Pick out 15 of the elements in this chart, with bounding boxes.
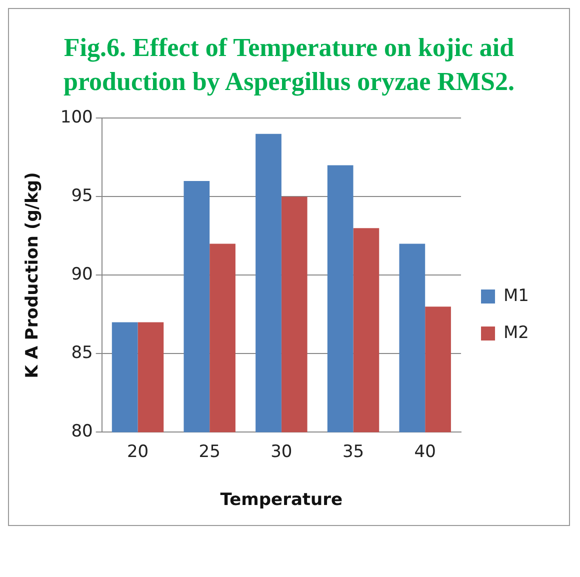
y-tick-label: 80 <box>71 422 93 442</box>
legend-label: M2 <box>504 322 529 343</box>
x-tick-label: 25 <box>198 442 220 462</box>
y-tick-label: 85 <box>71 343 93 364</box>
y-tick-label: 90 <box>71 264 93 285</box>
y-axis-title: K A Production (g/kg) <box>22 172 43 378</box>
y-tick-label: 95 <box>71 186 93 206</box>
x-tick-label: 40 <box>414 442 436 462</box>
x-tick-label: 30 <box>270 442 292 462</box>
y-tick-label: 100 <box>60 108 93 128</box>
legend-label: M1 <box>504 286 529 306</box>
x-tick-label: 35 <box>342 442 364 462</box>
x-axis-title: Temperature <box>220 490 343 510</box>
chart-title: Fig.6. Effect of Temperature on kojic aid production by Aspergillus oryzae RMS2. <box>62 32 516 98</box>
x-tick-label: 20 <box>126 442 149 462</box>
